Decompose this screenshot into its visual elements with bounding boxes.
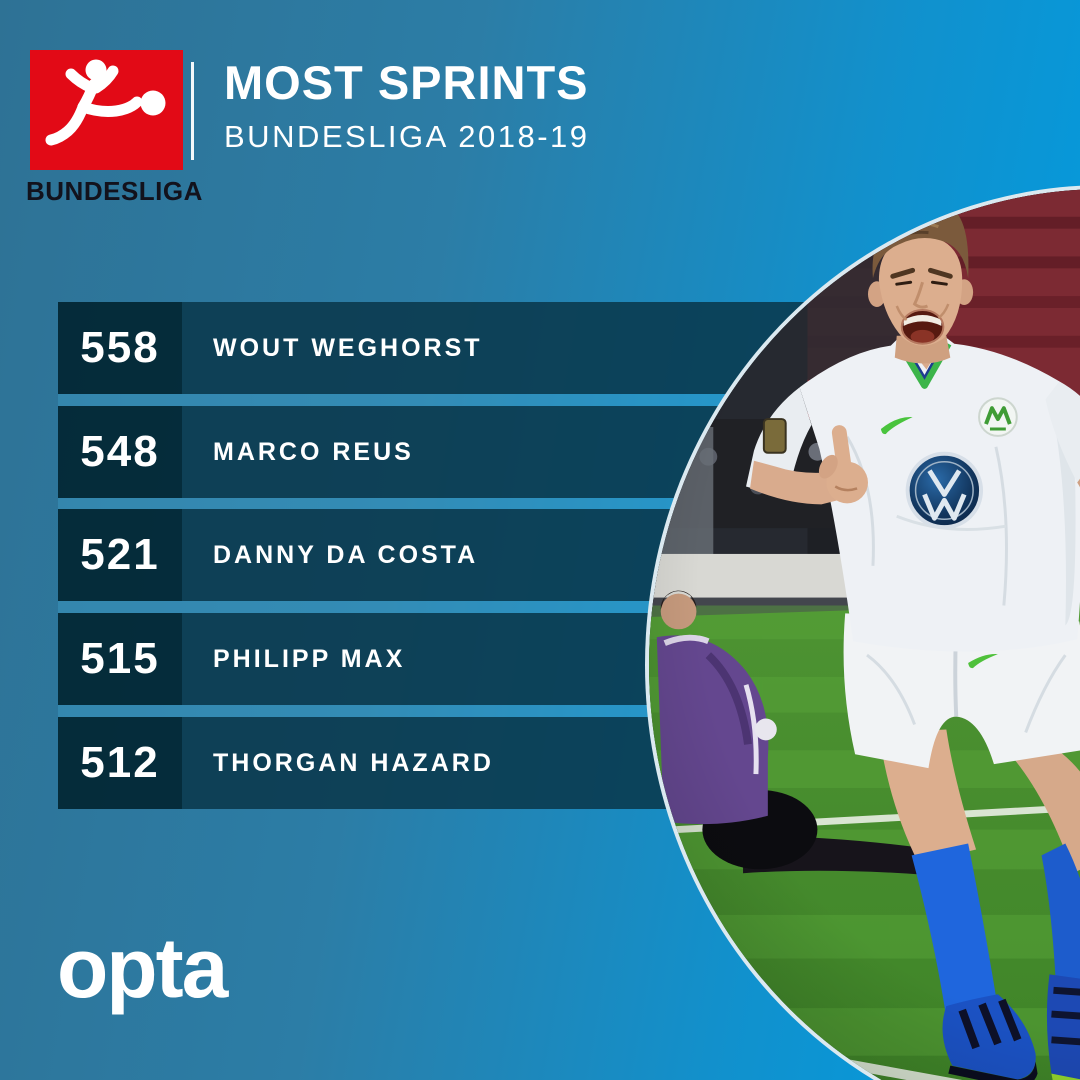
- page-title: MOST SPRINTS: [224, 56, 589, 109]
- header-separator: [191, 62, 194, 160]
- bundesliga-logo: [30, 50, 183, 170]
- page-subtitle: BUNDESLIGA 2018-19: [224, 119, 590, 154]
- sprint-count: 512: [58, 717, 182, 809]
- bundesliga-kicker-icon: [45, 59, 166, 146]
- sprint-count: 515: [58, 613, 182, 705]
- bundesliga-wordmark: BUNDESLIGA: [26, 176, 203, 206]
- sprint-count: 548: [58, 406, 182, 498]
- opta-logo: opta: [57, 921, 228, 1015]
- sprint-count: 521: [58, 509, 182, 601]
- sprint-count: 558: [58, 302, 182, 394]
